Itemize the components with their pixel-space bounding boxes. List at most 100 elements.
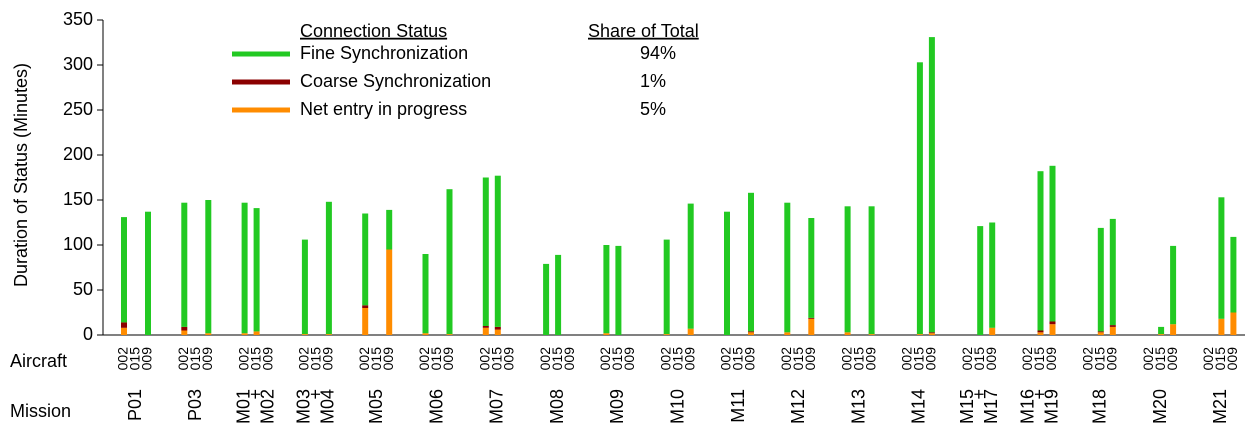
bar-segment [844,332,851,335]
bar-segment [543,263,550,335]
bar-segment [784,332,791,335]
aircraft-tick-label: 002 [899,347,915,371]
bar-segment [603,245,610,334]
bar-segment [748,192,754,332]
aircraft-tick-label: 015 [1031,347,1047,371]
y-axis-label: Duration of Status (Minutes) [11,63,31,287]
mission-label: M11 [728,389,748,423]
legend-label: Net entry in progress [300,99,467,119]
bar-segment [977,226,984,335]
aircraft-tick-label: 015 [247,347,263,371]
aircraft-tick-label: 002 [356,347,372,371]
aircraft-label: Aircraft [10,351,67,371]
bar-segment [422,333,429,335]
bar-segment [1037,332,1044,335]
bar-segment [1097,332,1104,335]
bar-segment [724,211,730,335]
y-tick-label: 0 [83,324,93,344]
bar-segment [325,334,332,335]
y-tick-label: 350 [63,9,93,29]
aircraft-tick-label: 015 [790,347,806,371]
bar-segment [1109,326,1116,335]
aircraft-tick-label: 015 [971,347,987,371]
legend-label: Coarse Synchronization [300,71,491,91]
mission-label: M03 [294,389,314,424]
mission-label: M13 [848,389,868,424]
bar-segment [808,218,815,318]
aircraft-tick-label: 015 [911,347,927,371]
bar-segment [687,203,694,329]
bar-segment [1170,245,1177,325]
bar-segment [687,328,694,335]
aircraft-tick-label: 002 [115,347,131,371]
bar-segment [181,326,188,331]
mission-label: + [306,389,326,400]
aircraft-tick-label: 009 [621,347,637,371]
mission-label: M17 [981,389,1001,424]
bar-segment [663,334,670,335]
bar-segment [482,326,489,328]
aircraft-tick-label: 009 [440,347,456,371]
bar-segment [386,249,393,335]
aircraft-tick-label: 015 [187,347,203,371]
bar-segment [145,211,151,335]
bar-segment [748,331,754,333]
mission-label: M19 [1041,389,1061,424]
aircraft-tick-label: 002 [416,347,432,371]
bar-segment [615,245,622,335]
bar-segment [1109,325,1116,327]
bar-segment [928,37,935,333]
aircraft-tick-label: 015 [609,347,625,371]
bar-segment [844,206,851,333]
bar-segment [494,175,501,327]
bar-segment [1049,324,1056,335]
bar-segment [916,62,923,335]
y-tick-label: 100 [63,234,93,254]
aircraft-tick-label: 002 [235,347,251,371]
bar-segment [362,308,369,335]
aircraft-tick-label: 002 [597,347,613,371]
legend-share: 1% [640,71,666,91]
legend-header: Connection Status [300,21,447,41]
bar-segment [446,189,453,335]
mission-label: M10 [667,389,687,424]
bar-segment [1158,334,1165,335]
aircraft-tick-label: 009 [1043,347,1059,371]
bar-segment [301,334,308,335]
aircraft-tick-label: 002 [175,347,191,371]
bar-segment [181,330,188,335]
aircraft-tick-label: 002 [1200,347,1216,371]
bar-segment [1049,165,1056,322]
y-tick-label: 250 [63,99,93,119]
y-tick-label: 50 [73,279,93,299]
legend-label: Fine Synchronization [300,43,468,63]
aircraft-tick-label: 009 [199,347,215,371]
aircraft-tick-label: 015 [850,347,866,371]
bar-segment [482,327,489,335]
bar-segment [808,318,815,335]
bar-segment [241,202,248,334]
mission-label: M21 [1210,389,1230,424]
bar-segment [868,206,875,335]
bar-segment [205,200,212,334]
bar-segment [241,333,248,335]
mission-label: + [969,389,989,400]
aircraft-tick-label: 002 [778,347,794,371]
bar-segment [1170,324,1177,335]
bar-segment [1230,312,1237,335]
mission-label: Mission [10,401,71,421]
mission-label: M09 [607,389,627,424]
aircraft-tick-label: 015 [1212,347,1228,371]
bar-segment [253,331,260,335]
bar-segment [1218,197,1225,319]
bar-segment [362,213,369,306]
bar-segment [868,334,875,335]
bar-segment [446,334,453,335]
aircraft-tick-label: 002 [1019,347,1035,371]
mission-label: M05 [366,389,386,424]
aircraft-tick-label: 015 [308,347,324,371]
bar-segment [928,332,935,334]
aircraft-tick-label: 002 [657,347,673,371]
bar-segment [663,239,670,335]
aircraft-tick-label: 015 [1152,347,1168,371]
